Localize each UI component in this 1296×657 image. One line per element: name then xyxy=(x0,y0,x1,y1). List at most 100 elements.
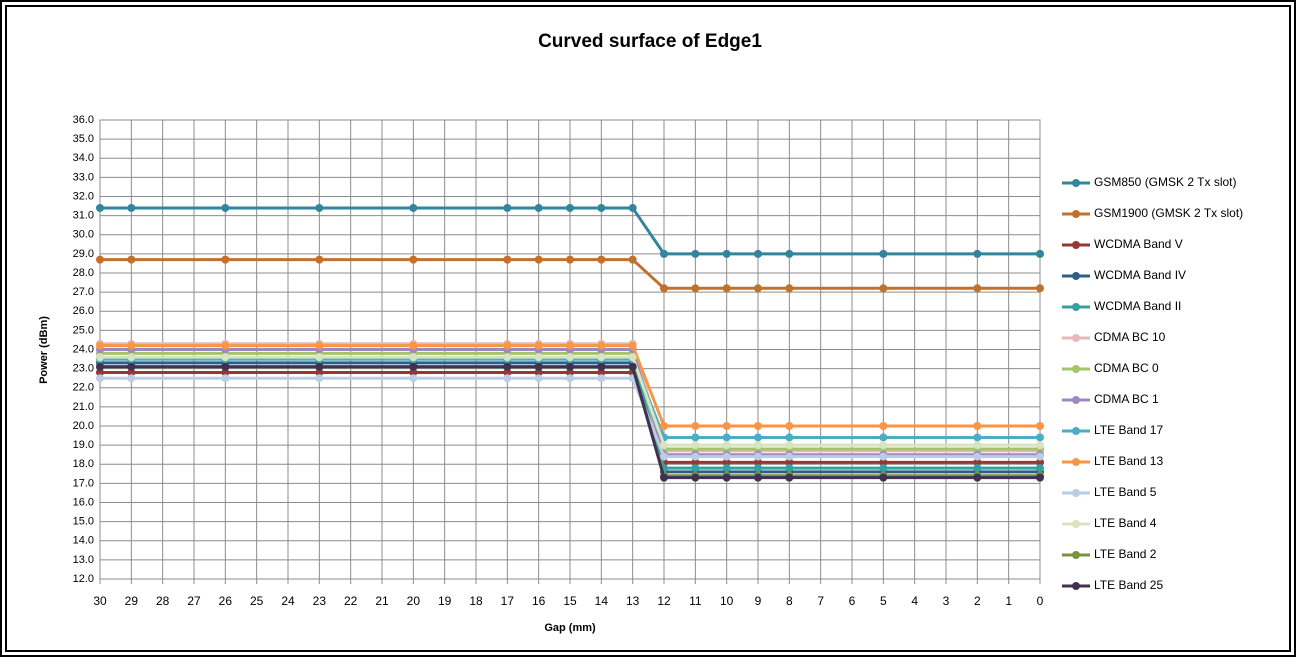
data-point xyxy=(754,249,762,258)
data-point xyxy=(754,422,762,430)
data-point xyxy=(96,374,104,383)
legend-marker xyxy=(1072,489,1080,497)
x-tick-label: 25 xyxy=(250,594,264,608)
data-point xyxy=(534,353,543,362)
data-point xyxy=(722,458,731,467)
data-point xyxy=(534,341,543,350)
data-point xyxy=(691,458,700,467)
x-tick-label: 1 xyxy=(1005,594,1012,608)
data-point xyxy=(1036,249,1044,258)
data-point xyxy=(785,284,794,293)
series-line xyxy=(100,351,1040,451)
data-point xyxy=(973,464,982,473)
series-line xyxy=(100,344,1040,428)
legend-marker xyxy=(1072,551,1080,559)
data-point xyxy=(628,203,637,212)
data-point xyxy=(96,203,104,212)
data-point xyxy=(597,255,606,264)
data-point xyxy=(1036,473,1044,482)
data-point xyxy=(722,433,731,442)
series-line xyxy=(100,376,1040,459)
data-point xyxy=(722,441,731,450)
data-point xyxy=(534,368,543,377)
legend-label: LTE Band 25 xyxy=(1094,578,1163,592)
data-point xyxy=(503,362,512,371)
data-point xyxy=(973,433,982,442)
y-tick-label: 35.0 xyxy=(73,133,94,145)
y-tick-label: 18.0 xyxy=(73,458,94,470)
data-point xyxy=(754,441,762,450)
data-point xyxy=(785,458,794,467)
y-tick-label: 17.0 xyxy=(73,477,94,489)
data-point xyxy=(534,374,543,383)
legend-label: WCDMA Band IV xyxy=(1094,268,1186,282)
x-tick-label: 9 xyxy=(755,594,762,608)
data-point xyxy=(409,362,418,371)
x-tick-label: 18 xyxy=(469,594,483,608)
data-point xyxy=(1036,464,1044,473)
x-tick-label: 19 xyxy=(438,594,452,608)
data-point xyxy=(96,341,104,350)
data-point xyxy=(973,422,982,430)
x-tick-label: 23 xyxy=(313,594,327,608)
legend-marker xyxy=(1072,365,1080,373)
data-point xyxy=(221,255,230,264)
x-tick-label: 3 xyxy=(943,594,950,608)
data-point xyxy=(879,452,888,461)
data-point xyxy=(221,362,230,371)
data-point xyxy=(785,249,794,258)
data-point xyxy=(660,249,668,258)
data-point xyxy=(409,353,418,362)
data-point xyxy=(754,464,762,473)
data-point xyxy=(96,368,104,377)
data-point xyxy=(315,362,324,371)
data-point xyxy=(722,422,731,430)
data-point xyxy=(597,341,606,350)
data-point xyxy=(127,374,136,383)
x-tick-label: 27 xyxy=(187,594,201,608)
data-point xyxy=(879,464,888,473)
data-point xyxy=(566,353,574,362)
y-tick-label: 20.0 xyxy=(73,420,94,432)
series-line xyxy=(100,348,1040,457)
data-point xyxy=(503,374,512,383)
y-tick-label: 34.0 xyxy=(73,152,94,164)
data-point xyxy=(628,362,637,371)
data-point xyxy=(597,374,606,383)
chart-frame xyxy=(5,5,1291,652)
legend-label: LTE Band 5 xyxy=(1094,485,1157,499)
data-point xyxy=(754,458,762,467)
x-tick-label: 16 xyxy=(532,594,546,608)
data-point xyxy=(534,255,543,264)
data-point xyxy=(722,452,731,461)
legend-label: LTE Band 17 xyxy=(1094,423,1163,437)
legend-label: WCDMA Band II xyxy=(1094,299,1181,313)
data-point xyxy=(127,362,136,371)
x-tick-label: 24 xyxy=(281,594,295,608)
y-tick-label: 22.0 xyxy=(73,382,94,394)
x-tick-label: 12 xyxy=(657,594,671,608)
data-point xyxy=(754,452,762,461)
data-point xyxy=(409,374,418,383)
legend-label: CDMA BC 10 xyxy=(1094,330,1166,344)
y-tick-label: 23.0 xyxy=(73,363,94,375)
series-line xyxy=(100,361,1040,474)
legend-label: GSM850 (GMSK 2 Tx slot) xyxy=(1094,175,1236,189)
data-point xyxy=(221,374,230,383)
series-line xyxy=(100,370,1040,464)
y-tick-label: 33.0 xyxy=(73,171,94,183)
data-point xyxy=(566,368,574,377)
data-point xyxy=(503,353,512,362)
data-point xyxy=(628,341,637,350)
legend-marker xyxy=(1072,427,1080,435)
data-point xyxy=(566,203,574,212)
data-point xyxy=(1036,452,1044,461)
x-tick-label: 17 xyxy=(501,594,515,608)
data-point xyxy=(534,362,543,371)
data-point xyxy=(503,341,512,350)
x-tick-label: 14 xyxy=(595,594,609,608)
legend-marker xyxy=(1072,396,1080,404)
chart-title: Curved surface of Edge1 xyxy=(538,31,762,52)
data-point xyxy=(534,203,543,212)
data-point xyxy=(785,473,794,482)
